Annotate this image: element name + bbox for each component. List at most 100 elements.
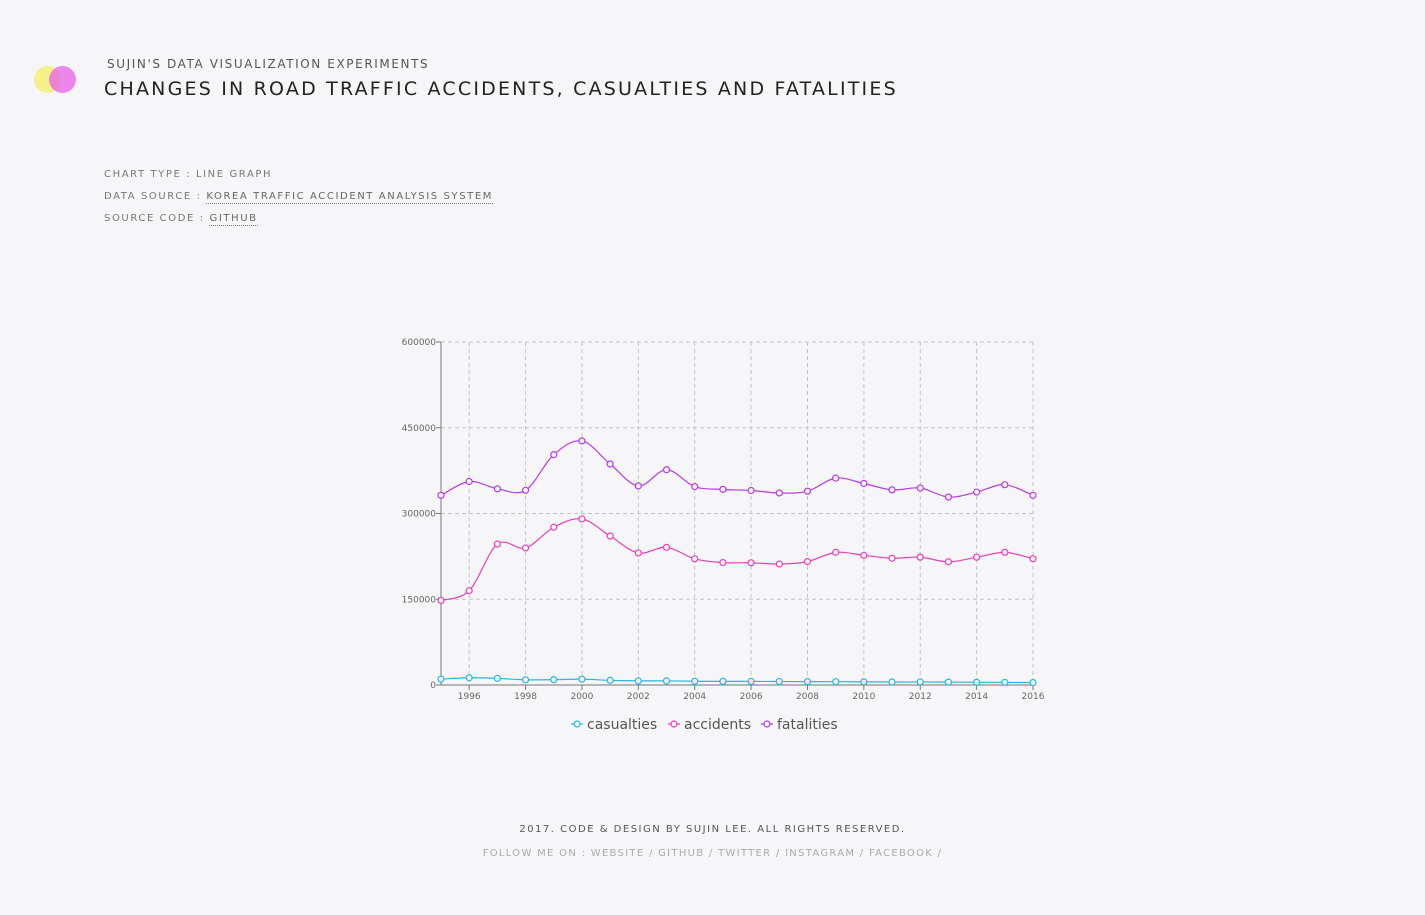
data-point-casualties xyxy=(521,676,530,684)
footer-link-separator: / xyxy=(704,848,719,859)
data-point-casualties xyxy=(493,674,501,682)
data-source-row: DATA SOURCE : KOREA TRAFFIC ACCIDENT ANA… xyxy=(104,191,493,213)
data-point-accidents xyxy=(606,532,614,540)
legend-item-fatalities[interactable]: fatalities xyxy=(761,717,838,733)
x-tick-label: 2010 xyxy=(852,692,875,702)
data-point-casualties xyxy=(606,676,614,684)
data-point-casualties xyxy=(888,678,896,686)
data-point-casualties xyxy=(775,677,783,686)
x-tick-label: 2008 xyxy=(796,692,819,702)
footer-follow: FOLLOW ME ON : WEBSITE / GITHUB / TWITTE… xyxy=(0,848,1425,859)
data-point-casualties xyxy=(550,676,558,684)
data-point-casualties xyxy=(803,678,812,686)
data-point-accidents xyxy=(1029,555,1037,563)
data-point-accidents xyxy=(691,555,699,563)
data-source-label: DATA SOURCE : xyxy=(104,191,207,202)
data-point-fatalities xyxy=(662,466,671,474)
footer-follow-label: FOLLOW ME ON : xyxy=(482,848,591,859)
data-point-accidents xyxy=(1001,548,1009,556)
x-tick-label: 2016 xyxy=(1022,692,1045,702)
data-point-accidents xyxy=(916,553,924,561)
data-point-accidents xyxy=(437,596,445,604)
data-point-accidents xyxy=(860,551,868,559)
data-point-fatalities xyxy=(465,477,473,486)
legend-item-casualties[interactable]: casualties xyxy=(571,717,657,733)
legend-label: accidents xyxy=(684,717,751,733)
y-tick-label: 150000 xyxy=(402,595,437,605)
data-point-accidents xyxy=(634,549,642,557)
data-point-casualties xyxy=(634,677,642,685)
legend-item-accidents[interactable]: accidents xyxy=(668,717,751,733)
footer-link-separator: / xyxy=(644,848,659,859)
chart-legend: casualties accidents fatalities xyxy=(571,717,838,733)
x-tick-label: 2002 xyxy=(627,692,650,702)
logo xyxy=(34,66,80,96)
data-point-accidents xyxy=(747,559,755,567)
footer-link-separator: / xyxy=(855,848,869,859)
chart-grid xyxy=(441,341,1034,685)
x-tick-label: 2006 xyxy=(740,692,763,702)
footer-link-github[interactable]: GITHUB xyxy=(658,848,705,859)
data-point-casualties xyxy=(1029,678,1037,687)
data-point-fatalities xyxy=(521,486,530,494)
footer-link-twitter[interactable]: TWITTER xyxy=(718,848,772,859)
x-tick-label: 2014 xyxy=(965,692,988,702)
chart-type-label: CHART TYPE : xyxy=(104,169,196,180)
x-tick-label: 2000 xyxy=(570,692,593,702)
data-point-casualties xyxy=(916,678,924,686)
data-point-accidents xyxy=(832,548,840,556)
data-point-accidents xyxy=(578,515,586,523)
legend-label: casualties xyxy=(587,717,657,733)
y-tick-label: 300000 xyxy=(402,510,437,520)
data-point-fatalities xyxy=(578,437,586,445)
chart-type-row: CHART TYPE : LINE GRAPH xyxy=(104,169,493,191)
legend-marker xyxy=(670,720,678,728)
data-point-fatalities xyxy=(437,491,445,499)
data-point-accidents xyxy=(662,543,671,551)
data-point-fatalities xyxy=(1001,481,1009,489)
data-point-accidents xyxy=(775,560,783,568)
source-code-link[interactable]: GITHUB xyxy=(209,213,258,226)
data-point-fatalities xyxy=(888,486,896,494)
series-accidents xyxy=(437,515,1037,604)
footer-link-facebook[interactable]: FACEBOOK xyxy=(868,848,934,859)
chart-type-value: LINE GRAPH xyxy=(195,169,273,180)
x-tick-label: 2004 xyxy=(683,692,706,702)
footer-link-instagram[interactable]: INSTAGRAM xyxy=(785,848,856,859)
series-line-casualties xyxy=(440,677,1034,684)
data-point-accidents xyxy=(521,544,530,552)
data-point-casualties xyxy=(860,678,868,686)
data-point-accidents xyxy=(803,558,812,566)
series-casualties xyxy=(437,674,1037,687)
data-point-fatalities xyxy=(606,460,614,468)
x-tick-label: 1996 xyxy=(458,692,481,702)
page-kicker: SUJIN'S DATA VISUALIZATION EXPERIMENTS xyxy=(107,57,430,71)
data-point-fatalities xyxy=(803,487,812,495)
data-point-fatalities xyxy=(1029,491,1037,499)
data-point-accidents xyxy=(465,587,473,595)
data-point-casualties xyxy=(719,677,727,685)
data-point-casualties xyxy=(465,674,473,682)
data-source-link[interactable]: KOREA TRAFFIC ACCIDENT ANALYSIS SYSTEM xyxy=(206,191,493,204)
data-point-fatalities xyxy=(775,489,783,497)
data-point-casualties xyxy=(578,675,586,683)
chart-meta: CHART TYPE : LINE GRAPH DATA SOURCE : KO… xyxy=(104,169,493,235)
data-point-accidents xyxy=(888,554,896,562)
data-point-accidents xyxy=(493,540,501,548)
page-title: CHANGES IN ROAD TRAFFIC ACCIDENTS, CASUA… xyxy=(104,78,898,100)
data-point-accidents xyxy=(550,523,558,531)
line-chart: 0 150000 300000 450000 600000 1996 1998 2000 200… xyxy=(402,338,1045,733)
data-point-fatalities xyxy=(550,451,558,459)
footer-copyright: 2017. CODE & DESIGN BY SUJIN LEE. ALL RI… xyxy=(519,824,906,835)
data-point-fatalities xyxy=(944,493,953,501)
series-line-accidents xyxy=(440,518,1034,601)
data-point-casualties xyxy=(747,677,755,685)
y-tick-label: 0 xyxy=(430,681,436,691)
data-point-fatalities xyxy=(719,485,727,493)
footer-link-website[interactable]: WEBSITE xyxy=(590,848,645,859)
chart-series xyxy=(437,437,1037,687)
logo-circle-pink xyxy=(49,66,76,93)
y-tick-label: 600000 xyxy=(402,338,437,348)
data-point-fatalities xyxy=(832,474,840,482)
data-point-fatalities xyxy=(634,482,642,490)
